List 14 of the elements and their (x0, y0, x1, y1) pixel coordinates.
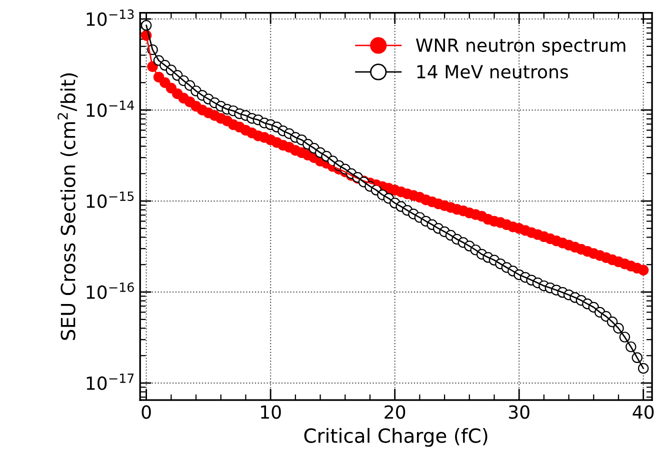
y-axis-title: SEU Cross Section (cm$^{2}$/bit) (58, 73, 78, 340)
x-tick-label: 20 (384, 405, 406, 419)
x-tick-label: 0 (142, 405, 151, 419)
x-axis-title: Critical Charge (fC) (304, 428, 488, 447)
x-tick-label: 40 (632, 405, 654, 419)
y-tick-label: 10$^{−13}$ (86, 9, 134, 26)
legend-label: 14 MeV neutrons (417, 65, 568, 79)
legend-label: WNR neutron spectrum (416, 38, 626, 56)
y-tick-label: 10$^{−14}$ (86, 100, 134, 118)
y-tick-label: 10$^{−17}$ (86, 374, 134, 390)
x-tick-label: 30 (508, 405, 530, 419)
y-tick-label: 10$^{−15}$ (86, 192, 134, 208)
y-tick-label: 10$^{−16}$ (86, 282, 134, 299)
x-tick-label: 10 (261, 405, 281, 419)
